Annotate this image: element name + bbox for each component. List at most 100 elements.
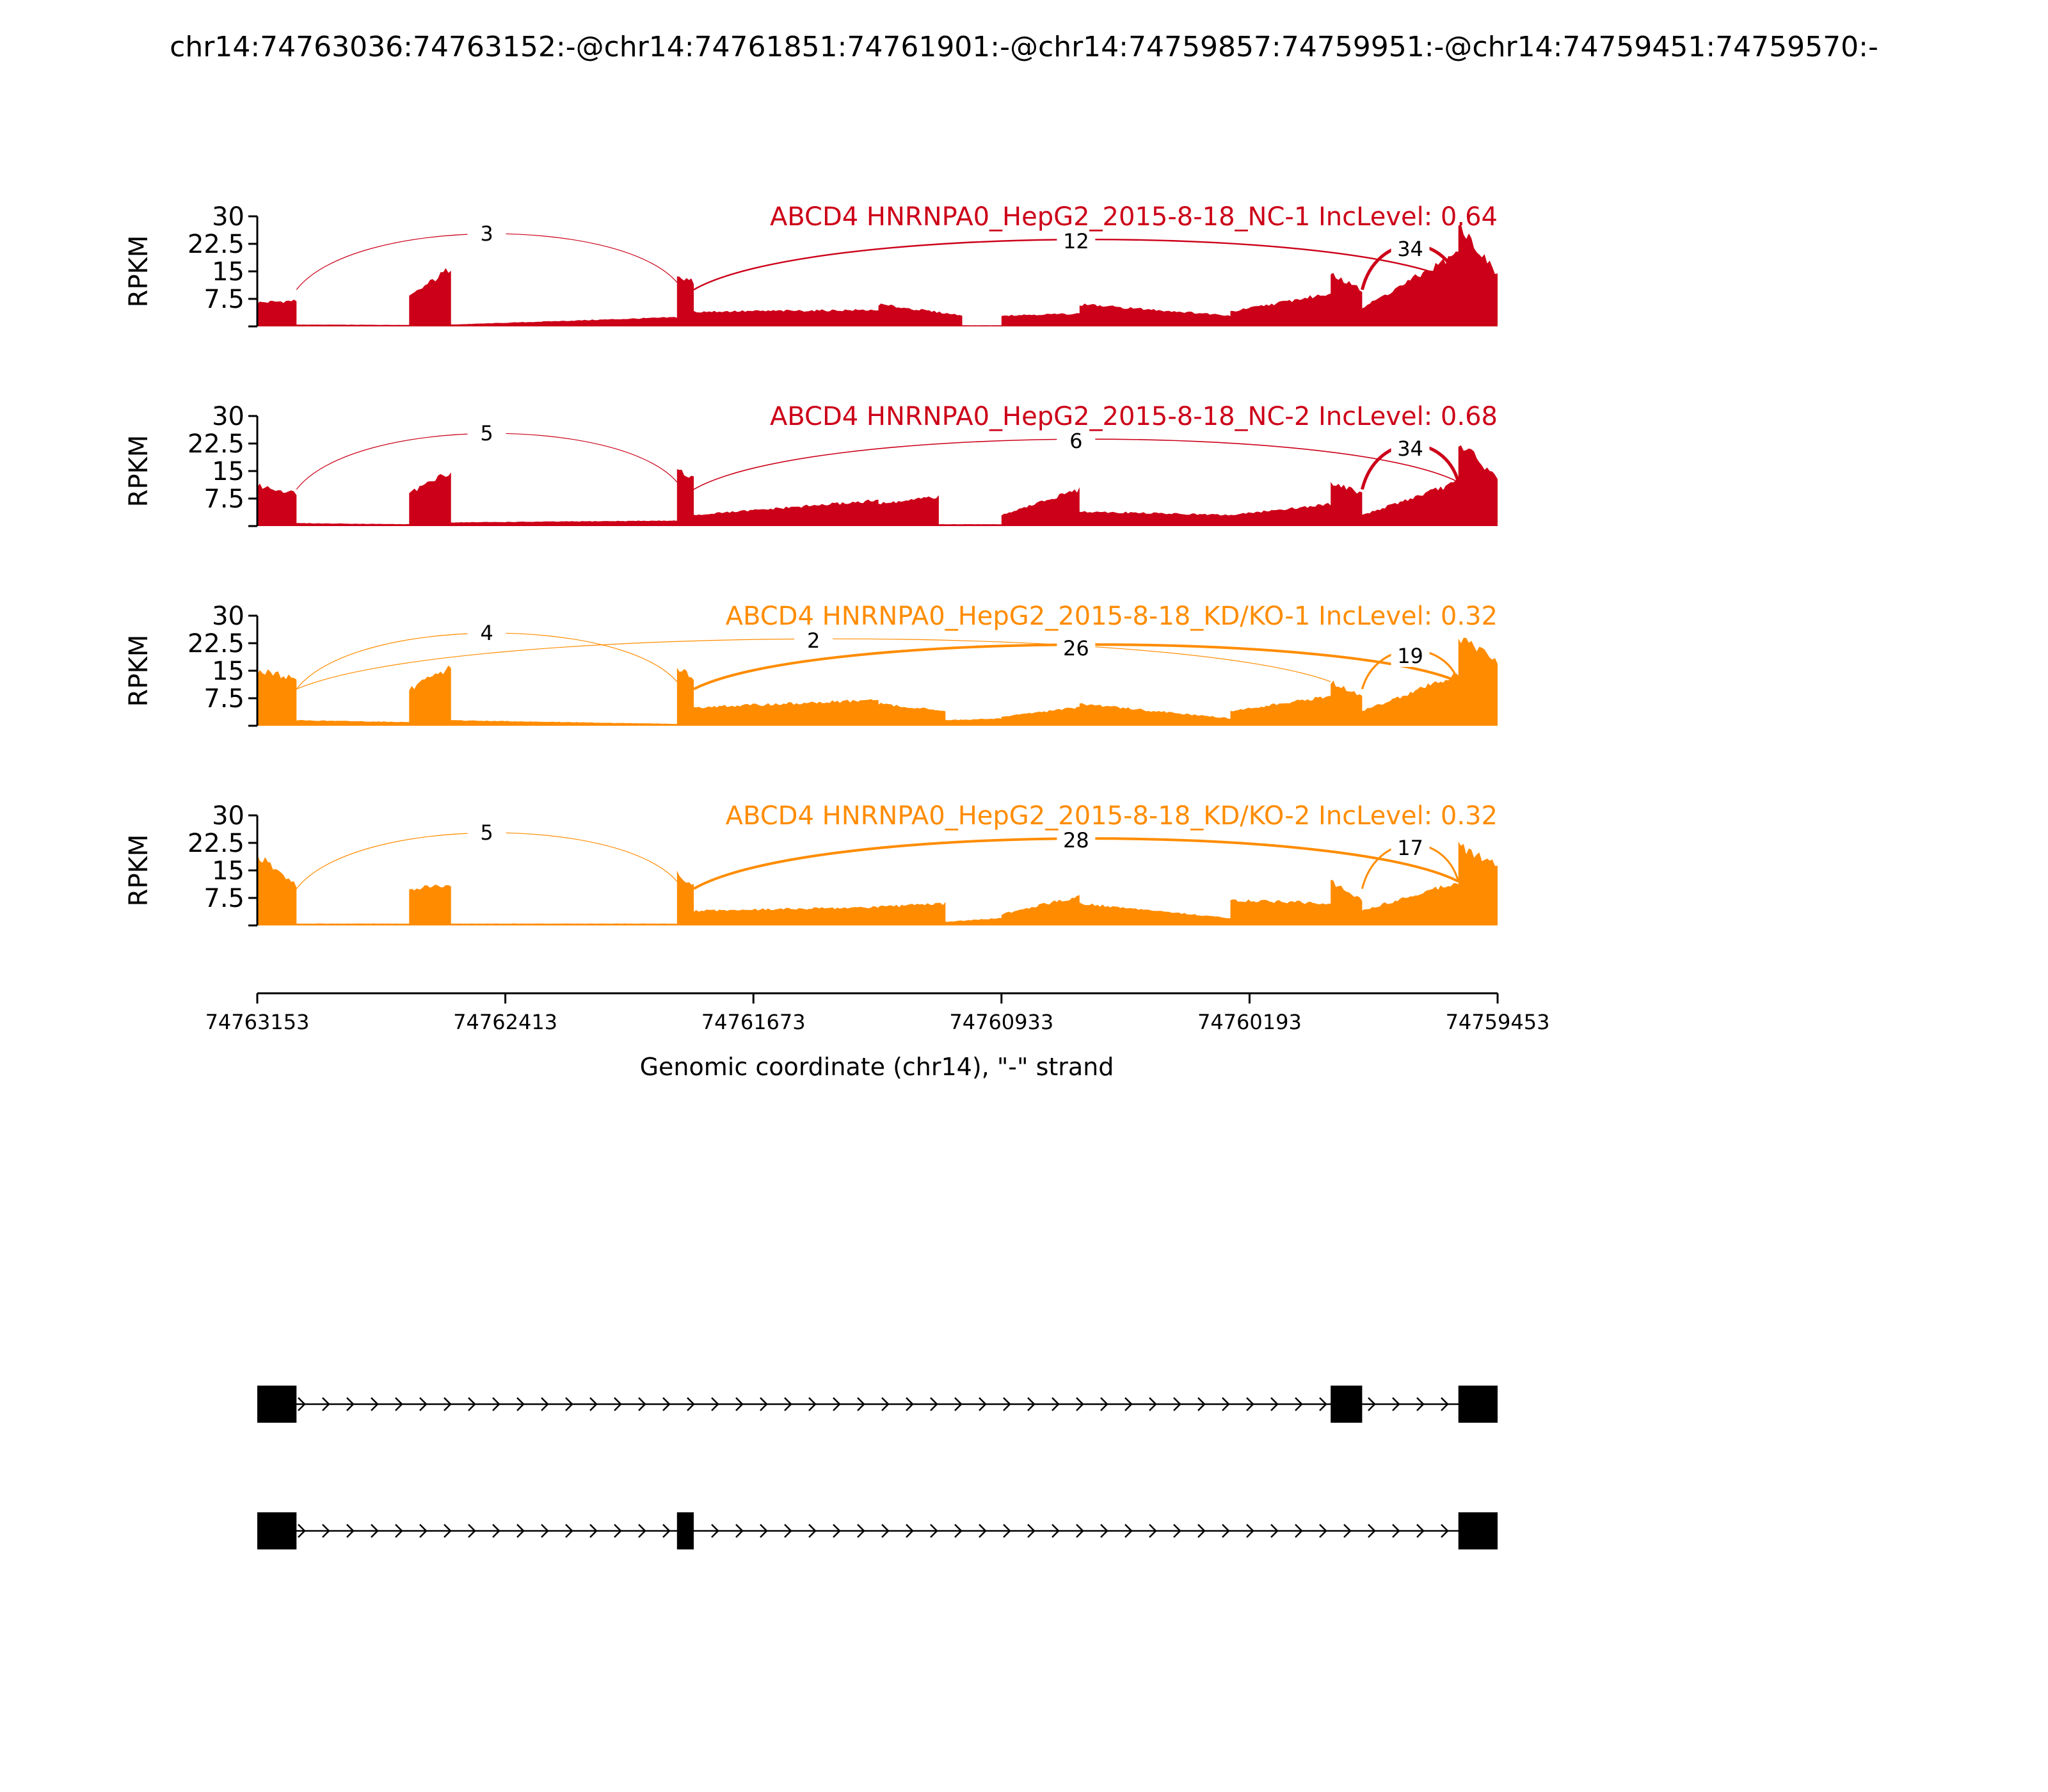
strand-chevron bbox=[444, 1524, 452, 1538]
strand-chevron bbox=[857, 1397, 865, 1411]
strand-chevron bbox=[1003, 1524, 1011, 1538]
exon-block bbox=[257, 1512, 297, 1549]
junction-count: 34 bbox=[1397, 436, 1423, 461]
strand-chevron bbox=[468, 1524, 476, 1538]
y-axis-label: RPKM bbox=[124, 435, 154, 508]
strand-chevron bbox=[881, 1397, 890, 1411]
strand-chevron bbox=[492, 1524, 500, 1538]
junction-count-bg bbox=[467, 820, 506, 844]
strand-chevron bbox=[1368, 1397, 1376, 1411]
y-tick-label: 15 bbox=[212, 257, 244, 287]
strand-chevron bbox=[906, 1524, 914, 1538]
strand-chevron bbox=[1270, 1397, 1279, 1411]
junction-count: 17 bbox=[1397, 836, 1423, 860]
strand-chevron bbox=[589, 1397, 598, 1411]
plot-title: chr14:74763036:74763152:-@chr14:74761851… bbox=[170, 31, 1878, 63]
strand-chevron bbox=[614, 1397, 622, 1411]
junction-count-bg bbox=[1057, 636, 1096, 659]
y-tick-label: 30 bbox=[212, 602, 244, 631]
strand-chevron bbox=[541, 1524, 549, 1538]
strand-chevron bbox=[1416, 1397, 1425, 1411]
track-label: ABCD4 HNRNPA0_HepG2_2015-8-18_NC-1 IncLe… bbox=[770, 202, 1498, 232]
strand-chevron bbox=[371, 1524, 379, 1538]
coverage-area bbox=[257, 637, 1498, 726]
junction-count: 28 bbox=[1063, 828, 1089, 852]
y-axis-label: RPKM bbox=[124, 635, 154, 707]
strand-chevron bbox=[541, 1397, 549, 1411]
y-tick-label: 7.5 bbox=[204, 484, 244, 514]
strand-chevron bbox=[784, 1524, 792, 1538]
exon-block bbox=[1458, 1386, 1498, 1423]
strand-chevron bbox=[1270, 1524, 1279, 1538]
junction-count: 5 bbox=[480, 820, 493, 845]
y-axis-label: RPKM bbox=[124, 835, 154, 907]
strand-chevron bbox=[346, 1524, 355, 1538]
strand-chevron bbox=[1246, 1524, 1254, 1538]
strand-chevron bbox=[1343, 1524, 1352, 1538]
strand-chevron bbox=[857, 1524, 865, 1538]
coverage-area bbox=[257, 224, 1498, 326]
strand-chevron bbox=[468, 1397, 476, 1411]
y-tick-label: 7.5 bbox=[204, 285, 244, 314]
x-axis-label: Genomic coordinate (chr14), "-" strand bbox=[640, 1053, 1114, 1081]
strand-chevron bbox=[638, 1524, 646, 1538]
strand-chevron bbox=[1295, 1397, 1303, 1411]
strand-chevron bbox=[516, 1524, 525, 1538]
strand-chevron bbox=[1222, 1524, 1230, 1538]
junction-count-bg bbox=[1391, 436, 1430, 460]
strand-chevron bbox=[1149, 1524, 1157, 1538]
strand-chevron bbox=[833, 1397, 841, 1411]
junction-count: 5 bbox=[480, 421, 493, 445]
x-tick-label: 74763153 bbox=[205, 1010, 310, 1034]
track-label: ABCD4 HNRNPA0_HepG2_2015-8-18_KD/KO-2 In… bbox=[726, 801, 1498, 831]
strand-chevron bbox=[906, 1397, 914, 1411]
junction-count-bg bbox=[1391, 644, 1430, 667]
strand-chevron bbox=[614, 1524, 622, 1538]
x-axis: 74763153 74762413 74761673 74760933 74760193… bbox=[205, 992, 1550, 1034]
strand-chevron bbox=[1392, 1397, 1400, 1411]
isoform-models bbox=[257, 1386, 1498, 1549]
y-tick-label: 22.5 bbox=[188, 230, 244, 259]
strand-chevron bbox=[565, 1524, 573, 1538]
strand-chevron bbox=[881, 1524, 890, 1538]
junction-count-bg bbox=[467, 421, 506, 444]
strand-chevron bbox=[395, 1524, 403, 1538]
track-label: ABCD4 HNRNPA0_HepG2_2015-8-18_NC-2 IncLe… bbox=[770, 402, 1498, 431]
strand-chevron bbox=[1173, 1524, 1181, 1538]
strand-chevron bbox=[954, 1397, 963, 1411]
strand-chevron bbox=[662, 1524, 671, 1538]
junction-count-bg bbox=[1057, 828, 1096, 851]
strand-chevron bbox=[735, 1397, 744, 1411]
y-tick-label: 30 bbox=[212, 202, 244, 232]
exon-block bbox=[257, 1386, 297, 1423]
strand-chevron bbox=[371, 1397, 379, 1411]
y-tick-label: 22.5 bbox=[188, 629, 244, 659]
coverage-area bbox=[257, 445, 1498, 526]
strand-chevron bbox=[1100, 1524, 1108, 1538]
isoform-1 bbox=[257, 1386, 1498, 1423]
strand-chevron bbox=[735, 1524, 744, 1538]
junction-count: 26 bbox=[1063, 636, 1089, 660]
junction-count-bg bbox=[794, 628, 833, 652]
exon-block bbox=[676, 1512, 694, 1549]
strand-chevron bbox=[565, 1397, 573, 1411]
track-label: ABCD4 HNRNPA0_HepG2_2015-8-18_KD/KO-1 In… bbox=[726, 602, 1498, 631]
strand-chevron bbox=[1124, 1397, 1133, 1411]
strand-chevron bbox=[298, 1524, 306, 1538]
strand-chevron bbox=[1392, 1524, 1400, 1538]
junction-count-bg bbox=[1057, 429, 1096, 452]
strand-chevron bbox=[979, 1397, 987, 1411]
strand-chevron bbox=[1027, 1524, 1036, 1538]
strand-chevron bbox=[1441, 1524, 1449, 1538]
x-tick-label: 74760193 bbox=[1197, 1010, 1302, 1034]
strand-chevron bbox=[711, 1524, 719, 1538]
exon-block bbox=[1458, 1512, 1498, 1549]
strand-chevron bbox=[1319, 1524, 1327, 1538]
strand-chevron bbox=[1197, 1524, 1206, 1538]
isoform-2 bbox=[257, 1512, 1498, 1549]
x-tick-label: 74759453 bbox=[1446, 1010, 1550, 1034]
strand-chevron bbox=[1003, 1397, 1011, 1411]
junction-count-bg bbox=[1057, 229, 1096, 252]
